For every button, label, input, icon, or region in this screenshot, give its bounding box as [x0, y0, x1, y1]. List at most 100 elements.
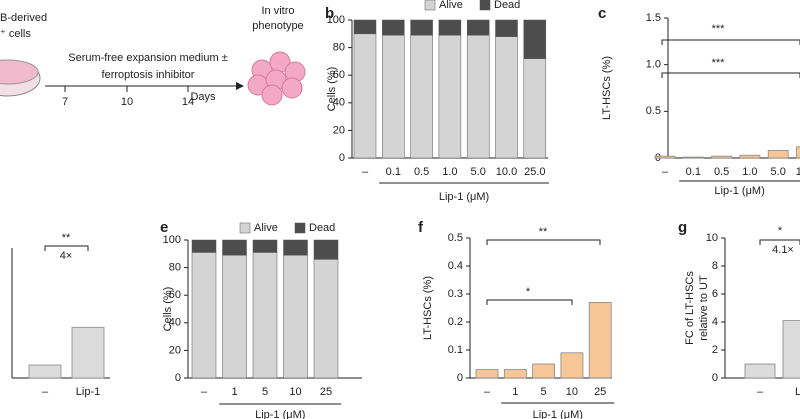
bar: [588, 301, 612, 379]
y-tick-label: 0: [712, 372, 718, 384]
bar: [532, 363, 555, 379]
x-tick-label: Lip-1: [76, 386, 100, 398]
y-tick-label: 40: [333, 97, 345, 109]
x-tick-label: 1.0: [442, 166, 457, 178]
bar-segment: [495, 36, 518, 159]
significance-bracket: [661, 39, 800, 45]
y-tick-label: 2: [712, 344, 718, 356]
bar-segment: [313, 239, 339, 260]
x-tick-label: –: [42, 386, 49, 398]
bar-segment: [523, 19, 547, 59]
x-tick-label: 5: [541, 386, 547, 398]
y-tick-label: 60: [333, 69, 345, 81]
y-tick-label: 100: [327, 14, 345, 26]
bar-segment: [252, 252, 278, 379]
y-axis-label: LT-HSCs (%): [422, 276, 434, 340]
panel-letter: g: [678, 219, 687, 236]
annotation: ***: [712, 57, 726, 69]
legend-swatch: [424, 0, 436, 11]
bar-segment: [410, 34, 433, 159]
day: 10: [121, 96, 133, 108]
y-tick-label: 40: [169, 317, 181, 329]
legend-label: Alive: [439, 0, 463, 11]
label: ⁺ cells: [0, 28, 31, 40]
label: ferroptosis inhibitor: [102, 69, 195, 81]
bar-segment: [466, 19, 490, 36]
label: In vitro: [261, 5, 294, 17]
annotation: *: [526, 286, 531, 298]
x-tick-label: 5.0: [771, 166, 786, 178]
label: Serum-free expansion medium ±: [68, 52, 228, 64]
x-tick-label: 10: [566, 386, 578, 398]
dish-top: [0, 59, 39, 85]
y-tick-label: 0.5: [448, 232, 463, 244]
x-tick-label: 5.0: [471, 166, 486, 178]
bar-segment: [438, 34, 462, 159]
bar-segment: [382, 19, 405, 36]
x-tick-label: 0.1: [386, 166, 401, 178]
bar: [560, 352, 584, 379]
bar-segment: [410, 19, 433, 36]
bar: [744, 363, 776, 379]
y-tick-label: 60: [169, 289, 181, 301]
bar-segment: [353, 33, 377, 159]
bar: [796, 146, 800, 159]
x-tick-label: 10.0: [796, 166, 800, 178]
x-tick-label: L: [795, 386, 800, 398]
x-tick-label: 0.1: [686, 166, 701, 178]
legend-label: Dead: [309, 222, 335, 234]
bar: [28, 364, 62, 379]
x-tick-label: –: [201, 386, 208, 398]
y-tick-label: 0.1: [448, 344, 463, 356]
annotation: ***: [712, 23, 726, 35]
label: phenotype: [252, 20, 303, 32]
legend-label: Dead: [494, 0, 520, 11]
x-tick-label: –: [362, 166, 369, 178]
bar-segment: [523, 58, 547, 159]
y-axis-label: LT-HSCs (%): [601, 56, 613, 120]
annotation: **: [62, 232, 71, 244]
y-axis-label: relative to UT: [698, 275, 710, 341]
bar-segment: [283, 254, 308, 379]
y-tick-label: 4: [712, 316, 718, 328]
x-tick-label: 1: [231, 386, 237, 398]
bar: [503, 369, 527, 379]
bar-segment: [466, 34, 490, 159]
annotation: 4×: [60, 250, 73, 262]
significance-bracket: [486, 299, 573, 305]
y-tick-label: 20: [333, 124, 345, 136]
bar-segment: [191, 239, 217, 253]
bar-segment: [222, 254, 247, 379]
x-axis-label: Lip-1 (μM): [439, 191, 489, 203]
panel-letter: b: [325, 5, 334, 22]
bar-segment: [353, 19, 377, 35]
x-axis-label: Lip-1 (μM): [255, 409, 305, 419]
x-tick-label: 25: [594, 386, 606, 398]
bar-segment: [222, 239, 247, 256]
x-tick-label: 10.0: [496, 166, 517, 178]
y-axis-label: FC of LT-HSCs: [684, 271, 696, 345]
y-axis-label: Cells (%): [326, 67, 338, 112]
significance-bracket: [486, 239, 601, 245]
bar-segment: [495, 19, 518, 37]
annotation: *: [778, 225, 783, 237]
legend-swatch: [239, 222, 251, 234]
x-tick-label: 5: [262, 386, 268, 398]
y-tick-label: 0.3: [448, 288, 463, 300]
cell-cluster: [247, 51, 306, 106]
y-tick-label: 0.4: [448, 260, 463, 272]
y-tick-label: 0: [339, 152, 345, 164]
x-tick-label: 1.0: [742, 166, 757, 178]
y-tick-label: 0.5: [646, 105, 661, 117]
x-axis-label: Lip-1 (μM): [533, 409, 583, 419]
label: Days: [190, 91, 216, 103]
x-tick-label: 25: [320, 386, 332, 398]
panel-letter: c: [598, 5, 606, 22]
panel-letter: f: [418, 219, 424, 236]
bar-segment: [313, 259, 339, 379]
y-tick-label: 8: [712, 260, 718, 272]
y-tick-label: 1.5: [646, 12, 661, 24]
bar: [71, 326, 105, 379]
y-tick-label: 6: [712, 288, 718, 300]
